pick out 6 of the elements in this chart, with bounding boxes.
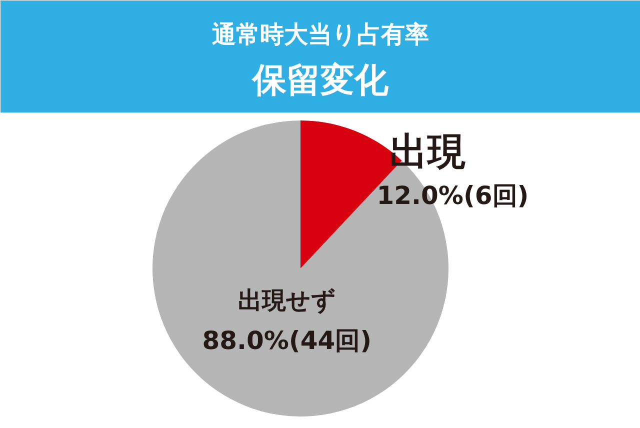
slice-label: 出現 — [390, 130, 466, 174]
slice-label: 出現せず — [238, 286, 336, 315]
data-label: 88.0%(44回) — [202, 326, 372, 356]
data-label: 12.0%(6回) — [376, 181, 529, 210]
chart-title: 通常時大当り占有率 — [211, 20, 429, 48]
chart-subtitle: 保留変化 — [250, 60, 390, 100]
